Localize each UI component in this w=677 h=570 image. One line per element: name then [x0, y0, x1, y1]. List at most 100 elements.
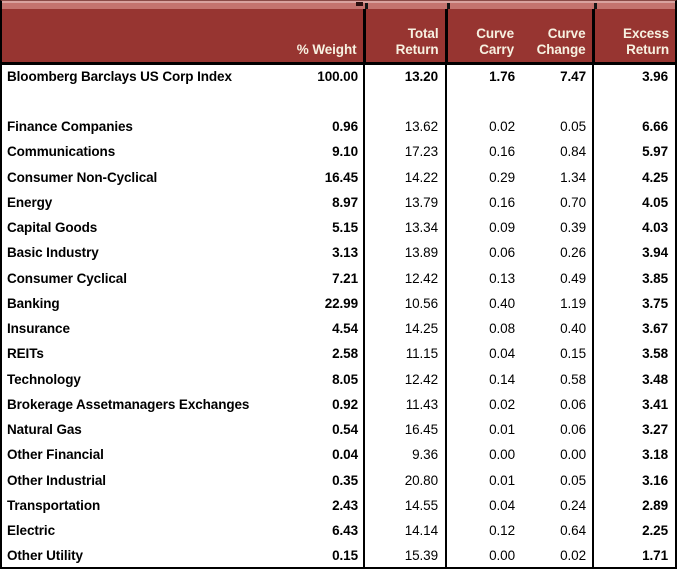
sector-curve-change: 0.00: [520, 442, 594, 468]
cropped-title-strip: [2, 1, 675, 9]
column-divider-stub: [594, 3, 597, 9]
cropped-title-text-artifact: [356, 2, 363, 6]
sector-curve-change: 1.34: [520, 164, 594, 190]
sector-weight: 22.99: [254, 290, 365, 316]
sector-excess-return: 2.25: [642, 523, 668, 539]
sector-row: Brokerage Assetmanagers Exchanges 0.92 1…: [2, 391, 675, 417]
sector-name: Capital Goods: [7, 220, 98, 236]
sector-curve-carry: 0.16: [489, 144, 515, 160]
sector-excess-return: 3.16: [642, 472, 668, 488]
sector-weight: 0.92: [254, 391, 365, 417]
sector-weight: 2.43: [254, 492, 365, 518]
sector-row: Communications 9.10 17.23 0.16 0.84 5.97: [2, 139, 675, 165]
sector-name: Basic Industry: [7, 245, 99, 261]
sector-curve-carry: 0.09: [489, 220, 515, 236]
sector-curve-change: 0.64: [520, 518, 594, 544]
sector-excess-return: 3.85: [642, 270, 668, 286]
sector-curve-change: 1.19: [520, 290, 594, 316]
sector-excess-return: 3.18: [642, 447, 668, 463]
sector-name: Consumer Cyclical: [7, 270, 127, 286]
sector-weight: 0.35: [254, 467, 365, 493]
header-change-line2: Change: [536, 42, 586, 57]
sector-weight: 4.54: [254, 316, 365, 342]
sector-curve-carry: 0.01: [489, 422, 515, 438]
sector-curve-carry: 0.13: [489, 270, 515, 286]
sector-name: Electric: [7, 523, 55, 539]
header-excess-return: Excess Return: [593, 9, 675, 65]
sector-curve-change: 0.49: [520, 265, 594, 291]
table-body: Bloomberg Barclays US Corp Index 100.00 …: [2, 63, 675, 569]
sector-weight: 9.10: [254, 139, 365, 165]
sector-row: Capital Goods 5.15 13.34 0.09 0.39 4.03: [2, 215, 675, 241]
sector-row: Consumer Cyclical 7.21 12.42 0.13 0.49 3…: [2, 265, 675, 291]
sector-curve-change: 0.24: [520, 492, 594, 518]
sector-curve-carry: 0.02: [489, 396, 515, 412]
sector-row: Other Industrial 0.35 20.80 0.01 0.05 3.…: [2, 467, 675, 493]
sector-curve-carry: 0.12: [489, 523, 515, 539]
sector-row: Other Utility 0.15 15.39 0.00 0.02 1.71: [2, 543, 675, 569]
sector-total-return: 11.43: [364, 391, 447, 417]
sector-name: Brokerage Assetmanagers Exchanges: [7, 396, 250, 412]
header-carry-line1: Curve: [476, 26, 514, 41]
header-total-line1: Total: [407, 26, 439, 41]
sector-performance-table: % Weight Total Return Curve Carry Curve …: [2, 9, 675, 569]
header-curve-carry: Curve Carry: [446, 9, 520, 65]
sector-total-return: 14.22: [364, 164, 447, 190]
header-excess-line1: Excess: [623, 26, 669, 41]
sector-row: Finance Companies 0.96 13.62 0.02 0.05 6…: [2, 114, 675, 140]
sector-curve-carry: 0.29: [489, 169, 515, 185]
sector-curve-carry: 0.08: [489, 321, 515, 337]
column-divider-stub: [447, 3, 450, 9]
sector-weight: 0.04: [254, 442, 365, 468]
sector-curve-change: 0.70: [520, 189, 594, 215]
sector-name: Transportation: [7, 497, 101, 513]
sector-weight: 6.43: [254, 518, 365, 544]
sector-curve-carry: 0.04: [489, 497, 515, 513]
sector-total-return: 13.62: [364, 114, 447, 140]
sector-weight: 8.97: [254, 189, 365, 215]
sector-curve-change: 0.40: [520, 316, 594, 342]
sector-curve-carry: 0.00: [489, 447, 515, 463]
sector-weight: 16.45: [254, 164, 365, 190]
sector-curve-change: 0.05: [520, 467, 594, 493]
sector-row: Natural Gas 0.54 16.45 0.01 0.06 3.27: [2, 417, 675, 443]
header-change-line1: Curve: [547, 26, 586, 41]
sector-curve-carry: 0.02: [489, 119, 515, 135]
column-divider-stub: [365, 3, 368, 9]
sector-excess-return: 1.71: [642, 547, 668, 563]
sector-excess-return: 5.97: [642, 144, 668, 160]
sector-excess-return: 6.66: [642, 119, 668, 135]
sector-excess-return: 3.67: [642, 321, 668, 337]
sector-total-return: 13.89: [364, 240, 447, 266]
sector-excess-return: 3.41: [642, 396, 668, 412]
sector-row: Transportation 2.43 14.55 0.04 0.24 2.89: [2, 492, 675, 518]
sector-curve-carry: 0.00: [489, 547, 515, 563]
sector-row: Energy 8.97 13.79 0.16 0.70 4.05: [2, 189, 675, 215]
sector-total-return: 17.23: [364, 139, 447, 165]
sector-total-return: 15.39: [364, 543, 447, 569]
sector-excess-return: 4.25: [642, 169, 668, 185]
header-total-line2: Return: [395, 42, 439, 57]
sector-total-return: 16.45: [364, 417, 447, 443]
table-header-row: % Weight Total Return Curve Carry Curve …: [2, 9, 675, 65]
sector-row: Electric 6.43 14.14 0.12 0.64 2.25: [2, 518, 675, 544]
sector-name: Insurance: [7, 321, 70, 337]
sector-total-return: 12.42: [364, 265, 447, 291]
index-summary-row: Bloomberg Barclays US Corp Index 100.00 …: [2, 63, 675, 89]
sector-total-return: 13.79: [364, 189, 447, 215]
sector-name: Consumer Non-Cyclical: [7, 169, 158, 185]
sector-curve-change: 0.84: [520, 139, 594, 165]
sector-row: Basic Industry 3.13 13.89 0.06 0.26 3.94: [2, 240, 675, 266]
sector-name: Other Utility: [7, 547, 83, 563]
sector-name: Banking: [7, 295, 60, 311]
sector-total-return: 9.36: [364, 442, 447, 468]
sector-name: Technology: [7, 371, 81, 387]
sector-row: Banking 22.99 10.56 0.40 1.19 3.75: [2, 290, 675, 316]
sector-total-return: 12.42: [364, 366, 447, 392]
sector-curve-change: 0.26: [520, 240, 594, 266]
spacer-row: [2, 88, 675, 114]
sector-weight: 0.96: [254, 114, 365, 140]
header-excess-line2: Return: [626, 42, 669, 57]
sector-row: Consumer Non-Cyclical 16.45 14.22 0.29 1…: [2, 164, 675, 190]
